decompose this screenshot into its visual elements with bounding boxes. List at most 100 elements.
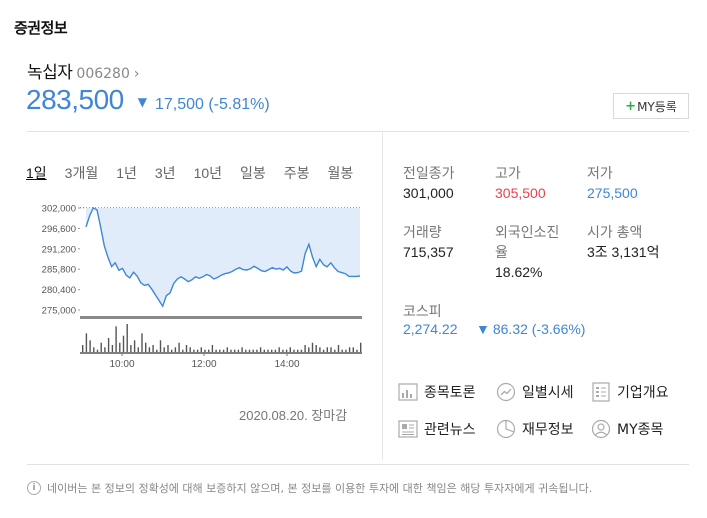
volume-bar [274,349,277,352]
volume-bar [341,349,343,352]
volume-bar [219,349,221,352]
kospi-value: 2,274.22 [403,321,458,337]
y-tick-label: 291,200 [42,244,76,255]
volume-bar [289,347,291,352]
volume-bar [156,349,158,352]
volume-bar [104,347,106,352]
foreign-ratio-label-cont: 율 [495,244,508,260]
info-prev-close: 전일종가 301,000 [403,163,455,203]
high-value: 305,500 [495,185,546,201]
link-financial-info[interactable]: 재무정보 [496,419,574,439]
price-change: 17,500 (-5.81%) [154,96,270,113]
volume-bar [345,349,347,352]
volume-bar [159,340,162,352]
link-discussion-label: 종목토론 [424,385,476,401]
info-foreign-ratio: 외국인소진 율 18.62% [495,222,559,282]
link-discussion[interactable]: 종목토론 [398,382,476,402]
volume-bar [256,349,258,352]
volume-bar [348,347,351,352]
volume-bar [130,345,132,352]
volume-bar [326,347,328,352]
stock-header[interactable]: 녹십자 006280 › [27,58,139,83]
link-related-news-label: 관련뉴스 [424,422,476,438]
volume-bar [193,349,195,352]
bar-chart-icon [398,382,418,402]
volume-bar [319,347,321,352]
user-icon [591,419,611,439]
y-tick-label: 275,000 [42,306,76,317]
divider [27,464,689,465]
my-register-label: MY등록 [637,99,677,114]
link-my-stocks[interactable]: MY종목 [591,419,663,439]
period-tabs: 1일 3개월 1년 3년 10년 일봉 주봉 월봉 [26,163,353,183]
volume-bar [107,338,110,352]
volume-bar [226,347,228,352]
link-related-news[interactable]: 관련뉴스 [398,419,476,439]
volume-bar [182,349,184,352]
link-company-overview[interactable]: 기업개요 [591,382,669,402]
volume-bar [334,349,336,352]
volume-value: 715,357 [403,244,454,260]
kospi-label[interactable]: 코스피 [403,303,442,319]
info-kospi[interactable]: 코스피 [403,301,442,321]
divider [382,131,383,460]
my-register-button[interactable]: + MY등록 [613,93,689,119]
volume-bar [315,345,317,352]
volume-bar [237,349,240,352]
volume-bar [178,342,180,352]
low-value: 275,500 [587,185,638,201]
price-chart-svg: 302,000 296,600 291,200 285,800 280,400 275,0… [42,204,362,370]
tab-1day[interactable]: 1일 [26,165,47,181]
volume-bar [271,349,273,352]
volume-bar [174,347,177,352]
plus-icon: + [625,98,637,114]
link-company-overview-label: 기업개요 [617,385,669,401]
volume-bar [126,324,128,352]
link-my-stocks-label: MY종목 [617,422,664,438]
volume-bar [252,349,254,352]
low-label: 저가 [587,165,613,181]
foreign-ratio-value: 18.62% [495,264,543,280]
volume-bar [89,340,91,352]
tab-3month[interactable]: 3개월 [64,165,99,181]
volume-bar [234,349,236,352]
volume-bar [278,347,280,352]
volume-bar [148,347,151,352]
tab-monthly-candle[interactable]: 월봉 [327,165,354,181]
kospi-change-value: 86.32 (-3.66%) [492,321,586,337]
current-price: 283,500 [26,84,124,115]
volume-bar [152,345,154,352]
volume-bar [100,342,102,352]
pie-chart-icon [496,419,516,439]
tab-1year[interactable]: 1년 [116,165,137,181]
x-tick-label: 10:00 [109,359,134,370]
foreign-ratio-label: 외국인소진 [495,224,560,240]
volume-bar [308,347,310,352]
volume-bar [293,349,295,352]
tab-3year[interactable]: 3년 [154,165,176,181]
volume-bar [248,349,251,352]
stock-code[interactable]: 006280 [76,66,130,82]
y-tick-label: 280,400 [42,285,76,296]
tab-10year[interactable]: 10년 [193,165,223,181]
info-low: 저가 275,500 [587,163,638,203]
chevron-right-icon[interactable]: › [133,66,140,82]
volume-bar [352,347,354,352]
price-line [85,207,361,308]
info-high: 고가 305,500 [495,163,546,203]
volume-bar [196,349,199,352]
volume-bar [167,345,169,352]
volume-bar [208,349,210,352]
volume-bar [111,345,114,352]
y-tick-label: 285,800 [42,265,76,276]
link-daily-price[interactable]: 일별시세 [496,382,574,402]
stock-name[interactable]: 녹십자 [27,63,73,83]
volume-bar [211,345,214,352]
volume-bar [215,349,217,352]
volume-bar [259,347,262,352]
tab-daily-candle[interactable]: 일봉 [240,165,266,181]
volume-bar [163,347,165,352]
tab-weekly-candle[interactable]: 주봉 [283,165,310,181]
price-chart[interactable]: 302,000 296,600 291,200 285,800 280,400 275,0… [24,196,369,376]
x-tick-label: 14:00 [274,359,299,370]
